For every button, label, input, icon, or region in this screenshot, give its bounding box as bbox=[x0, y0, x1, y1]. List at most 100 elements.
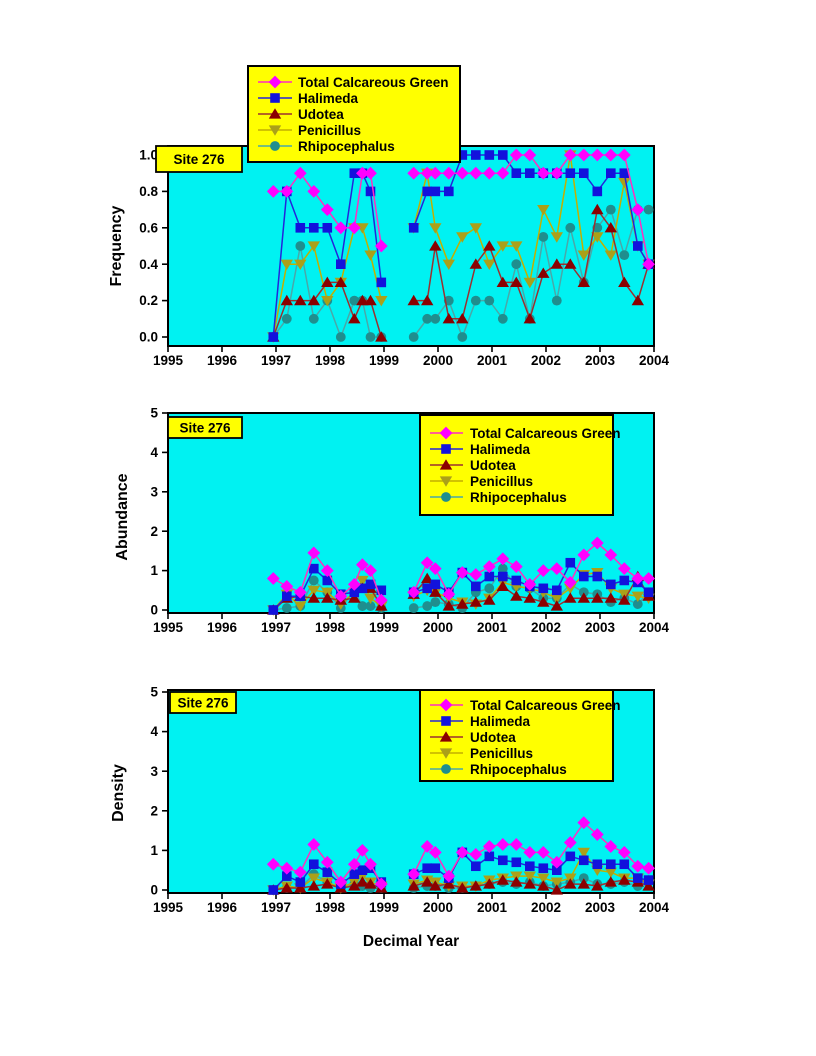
udotea-marker bbox=[456, 882, 469, 893]
legend-item-penicillus: Penicillus bbox=[430, 746, 533, 761]
total-calcareous-green-marker bbox=[631, 203, 645, 216]
rhipocephalus-legend-marker bbox=[270, 141, 280, 151]
legend-item-label: Rhipocephalus bbox=[470, 762, 567, 777]
halimeda-marker bbox=[484, 150, 495, 160]
udotea-marker bbox=[483, 240, 496, 251]
legend-item-label: Penicillus bbox=[298, 123, 361, 138]
penicillus-marker bbox=[550, 877, 563, 888]
halimeda-marker bbox=[606, 859, 616, 870]
halimeda-marker bbox=[606, 579, 616, 590]
udotea-marker bbox=[429, 240, 442, 251]
udotea-marker bbox=[564, 878, 577, 889]
total-calcareous-green-marker bbox=[320, 203, 334, 216]
penicillus-marker bbox=[483, 259, 496, 270]
udotea-marker bbox=[280, 882, 293, 893]
legend-item-label: Rhipocephalus bbox=[298, 139, 395, 154]
halimeda-marker bbox=[619, 168, 630, 178]
total-calcareous-green-marker bbox=[631, 572, 645, 585]
y-tick-label: 3 bbox=[150, 484, 158, 499]
x-tick-label: 2000 bbox=[423, 900, 453, 915]
halimeda-marker bbox=[565, 557, 576, 568]
rhipocephalus-marker bbox=[281, 313, 292, 324]
y-tick-label: 0.6 bbox=[139, 220, 158, 235]
y-tick-label: 0.4 bbox=[139, 257, 158, 272]
total-calcareous-green-marker bbox=[407, 585, 421, 599]
penicillus-marker bbox=[294, 601, 307, 612]
total-calcareous-green-marker bbox=[374, 239, 388, 253]
halimeda-marker bbox=[408, 223, 419, 233]
udotea-marker bbox=[469, 880, 482, 891]
penicillus-marker bbox=[523, 277, 536, 289]
total-calcareous-green-marker bbox=[577, 816, 591, 830]
total-calcareous-green-marker bbox=[320, 564, 334, 577]
total-calcareous-green-legend-marker bbox=[439, 698, 453, 712]
udotea-marker bbox=[537, 880, 550, 891]
legend-item-halimeda: Halimeda bbox=[430, 442, 531, 457]
udotea-marker bbox=[564, 258, 577, 269]
total-calcareous-green-legend-marker bbox=[439, 426, 453, 440]
penicillus-marker bbox=[307, 585, 320, 597]
halimeda-marker bbox=[349, 168, 360, 178]
penicillus-marker bbox=[294, 259, 307, 270]
series-total-calcareous-green bbox=[266, 148, 655, 271]
legend-item-label: Udotea bbox=[470, 458, 516, 473]
penicillus-marker bbox=[564, 583, 577, 595]
udotea-marker bbox=[356, 294, 369, 306]
total-calcareous-green-marker bbox=[428, 562, 442, 576]
udotea-marker bbox=[469, 258, 482, 269]
halimeda-marker bbox=[376, 585, 387, 596]
udotea-legend-marker bbox=[268, 108, 282, 119]
series-total-calcareous-green bbox=[266, 536, 655, 607]
legend-item-label: Udotea bbox=[470, 730, 516, 745]
y-tick-label: 3 bbox=[150, 764, 158, 779]
halimeda-marker bbox=[444, 186, 454, 197]
udotea-marker bbox=[307, 592, 320, 603]
total-calcareous-green-marker bbox=[334, 589, 348, 603]
total-calcareous-green-marker bbox=[334, 875, 348, 889]
x-tick-label: 2001 bbox=[477, 353, 508, 368]
y-tick-label: 0.8 bbox=[139, 184, 158, 199]
penicillus-marker bbox=[604, 250, 617, 261]
total-calcareous-green-marker bbox=[455, 166, 469, 180]
rhipocephalus-marker bbox=[632, 599, 643, 609]
total-calcareous-green-marker bbox=[293, 865, 307, 879]
legend: Total Calcareous GreenHalimedaUdoteaPeni… bbox=[419, 689, 621, 782]
total-calcareous-green-marker bbox=[550, 166, 564, 180]
total-calcareous-green-marker bbox=[617, 562, 631, 576]
total-calcareous-green-marker bbox=[509, 148, 523, 162]
penicillus-marker bbox=[364, 250, 377, 261]
total-calcareous-green-marker bbox=[420, 840, 434, 853]
y-tick-label: 0.2 bbox=[139, 293, 158, 308]
y-tick-label: 0.0 bbox=[139, 330, 158, 345]
halimeda-marker bbox=[592, 186, 603, 197]
total-calcareous-green-marker bbox=[307, 838, 321, 851]
halimeda-marker bbox=[365, 579, 376, 590]
total-calcareous-green-marker bbox=[482, 166, 496, 180]
udotea-marker bbox=[604, 876, 617, 887]
udotea-marker bbox=[523, 878, 536, 889]
total-calcareous-green-marker bbox=[509, 560, 523, 574]
total-calcareous-green-marker bbox=[604, 840, 618, 853]
total-calcareous-green-marker bbox=[266, 572, 280, 585]
halimeda-marker bbox=[606, 168, 616, 178]
penicillus-marker bbox=[307, 241, 320, 252]
udotea-marker bbox=[364, 878, 377, 889]
legend-item-rhipocephalus: Rhipocephalus bbox=[430, 762, 567, 777]
x-tick-label: 1997 bbox=[261, 353, 291, 368]
halimeda-marker bbox=[511, 575, 522, 586]
halimeda-legend-marker bbox=[441, 716, 451, 726]
total-calcareous-green-marker bbox=[642, 572, 655, 585]
total-calcareous-green-marker bbox=[642, 257, 655, 271]
udotea-marker bbox=[604, 592, 617, 603]
penicillus-marker bbox=[550, 593, 563, 604]
x-tick-label: 1997 bbox=[261, 900, 291, 915]
y-tick-label: 1.0 bbox=[139, 148, 158, 163]
legend-item-label: Total Calcareous Green bbox=[298, 75, 449, 90]
y-tick-label: 0 bbox=[150, 603, 158, 618]
rhipocephalus-marker bbox=[408, 603, 419, 613]
y-axis-title: Abundance bbox=[114, 473, 131, 560]
halimeda-marker bbox=[268, 605, 279, 615]
udotea-marker bbox=[348, 592, 361, 603]
rhipocephalus-marker bbox=[308, 575, 319, 586]
legend-item-halimeda: Halimeda bbox=[430, 714, 531, 729]
